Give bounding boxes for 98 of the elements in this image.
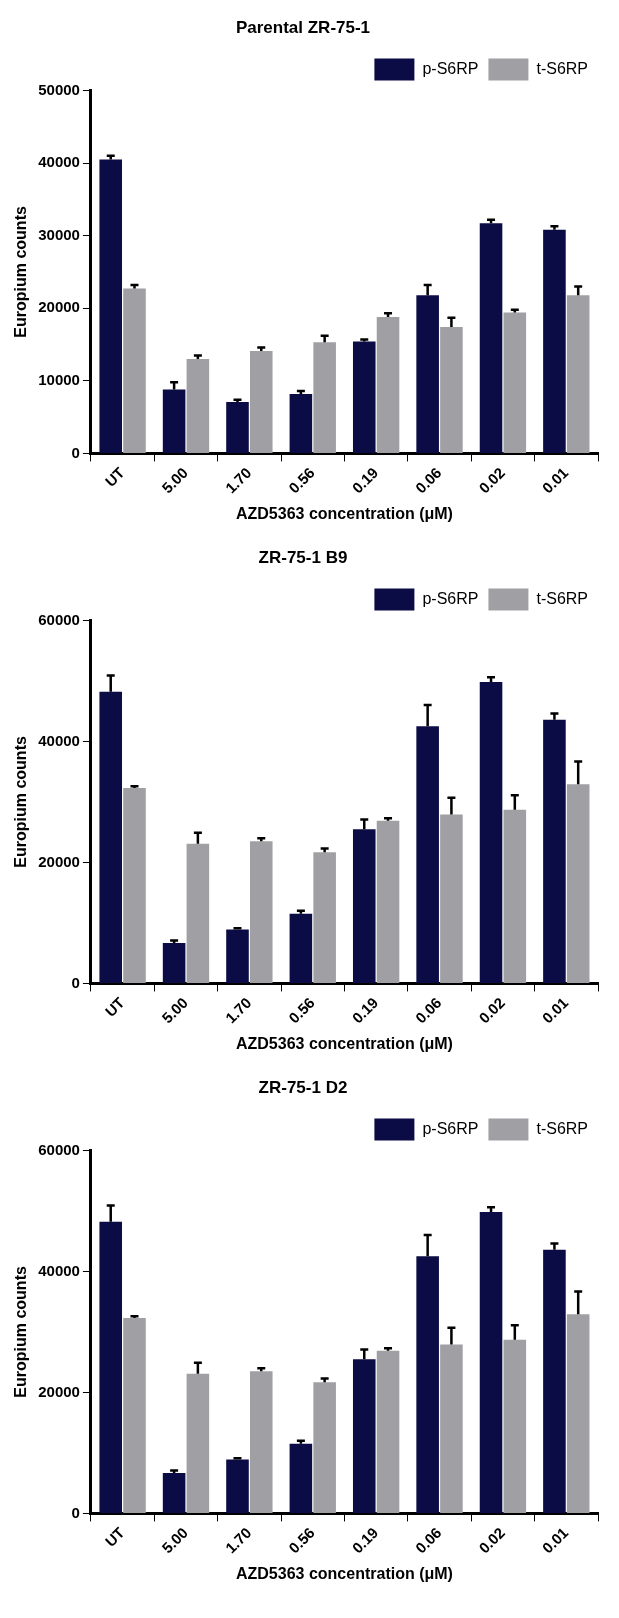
bar bbox=[440, 327, 463, 453]
x-tick-label: 0.06 bbox=[411, 463, 445, 497]
bar bbox=[566, 784, 590, 983]
bar bbox=[289, 913, 313, 983]
bar bbox=[123, 788, 146, 983]
x-tick-label: UT bbox=[101, 463, 128, 490]
legend-label: t-S6RP bbox=[536, 1119, 589, 1137]
bar bbox=[162, 389, 186, 453]
y-tick-label: 0 bbox=[71, 973, 80, 991]
y-tick-label: 20000 bbox=[38, 852, 80, 870]
y-tick-label: 0 bbox=[71, 443, 80, 461]
y-tick-label: 40000 bbox=[38, 153, 80, 171]
x-tick-label: 0.56 bbox=[285, 993, 318, 1027]
x-tick-label: 0.01 bbox=[538, 1523, 572, 1557]
x-tick-label: 0.02 bbox=[475, 993, 508, 1027]
legend-label: p-S6RP bbox=[422, 1119, 479, 1137]
chart-title: ZR-75-1 B9 bbox=[258, 547, 348, 567]
bar bbox=[249, 351, 273, 453]
y-tick-label: 40000 bbox=[38, 731, 80, 749]
bar bbox=[543, 719, 566, 983]
bar bbox=[186, 1373, 210, 1513]
bar bbox=[313, 342, 336, 453]
bar bbox=[503, 312, 527, 453]
bar bbox=[503, 809, 527, 983]
x-tick-label: 0.01 bbox=[538, 993, 572, 1027]
bar bbox=[416, 1256, 439, 1513]
x-axis-title: AZD5363 concentration (μM) bbox=[235, 1564, 453, 1582]
x-tick-label: 0.19 bbox=[348, 463, 382, 497]
x-tick-label: 5.00 bbox=[158, 993, 192, 1027]
y-tick-label: 30000 bbox=[38, 225, 80, 243]
bar bbox=[376, 820, 400, 983]
bar bbox=[99, 1221, 123, 1513]
y-tick-label: 60000 bbox=[38, 1140, 80, 1158]
x-tick-label: 0.02 bbox=[475, 1523, 508, 1557]
x-tick-label: 0.19 bbox=[348, 1523, 382, 1557]
bar bbox=[123, 288, 146, 453]
bar bbox=[440, 814, 463, 983]
bar bbox=[226, 929, 249, 983]
bar bbox=[123, 1318, 146, 1513]
x-tick-label: 0.19 bbox=[348, 993, 382, 1027]
bar bbox=[186, 359, 210, 453]
bar bbox=[416, 726, 439, 983]
x-tick-label: 0.06 bbox=[411, 1523, 445, 1557]
y-axis-title: Europium counts bbox=[12, 736, 30, 868]
bar bbox=[479, 1212, 503, 1513]
bar bbox=[543, 229, 566, 453]
chart-title: Parental ZR-75-1 bbox=[235, 17, 371, 37]
bar bbox=[186, 843, 210, 983]
y-axis-title: Europium counts bbox=[12, 206, 30, 338]
y-tick-label: 40000 bbox=[38, 1261, 80, 1279]
bar bbox=[352, 341, 376, 453]
bar bbox=[376, 316, 400, 453]
bar bbox=[226, 401, 249, 453]
bar bbox=[352, 1359, 376, 1513]
bar bbox=[289, 1443, 313, 1513]
x-tick-label: 0.06 bbox=[411, 993, 445, 1027]
legend-label: t-S6RP bbox=[536, 59, 589, 77]
bar bbox=[99, 159, 123, 453]
x-tick-label: UT bbox=[101, 1523, 128, 1550]
bar bbox=[313, 852, 336, 983]
bar bbox=[313, 1382, 336, 1513]
x-tick-label: 0.56 bbox=[285, 463, 318, 497]
x-tick-label: 5.00 bbox=[158, 463, 192, 497]
legend-label: t-S6RP bbox=[536, 589, 589, 607]
bar bbox=[566, 295, 590, 453]
bar bbox=[99, 691, 123, 983]
chart-title: ZR-75-1 D2 bbox=[258, 1077, 348, 1097]
bar bbox=[162, 942, 186, 983]
y-tick-label: 20000 bbox=[38, 298, 80, 316]
x-axis-title: AZD5363 concentration (μM) bbox=[235, 1034, 453, 1052]
y-tick-label: 0 bbox=[71, 1503, 80, 1521]
bar bbox=[226, 1459, 249, 1513]
legend-label: p-S6RP bbox=[422, 589, 479, 607]
bar bbox=[352, 829, 376, 983]
legend-label: p-S6RP bbox=[422, 59, 479, 77]
bar bbox=[162, 1472, 186, 1513]
bar bbox=[376, 1350, 400, 1513]
x-tick-label: 0.01 bbox=[538, 463, 572, 497]
y-axis-title: Europium counts bbox=[12, 1266, 30, 1398]
x-tick-label: 5.00 bbox=[158, 1523, 192, 1557]
y-tick-label: 50000 bbox=[38, 80, 80, 98]
y-tick-label: 20000 bbox=[38, 1382, 80, 1400]
y-tick-label: 10000 bbox=[38, 370, 80, 388]
bar bbox=[440, 1344, 463, 1513]
bar bbox=[479, 223, 503, 453]
x-tick-label: 0.56 bbox=[285, 1523, 318, 1557]
bar bbox=[289, 393, 313, 453]
y-tick-label: 60000 bbox=[38, 610, 80, 628]
bar bbox=[543, 1249, 566, 1513]
bar bbox=[479, 682, 503, 983]
bar bbox=[416, 295, 439, 453]
bar bbox=[249, 841, 273, 983]
bar bbox=[249, 1371, 273, 1513]
x-tick-label: UT bbox=[101, 993, 128, 1020]
x-axis-title: AZD5363 concentration (μM) bbox=[235, 504, 453, 522]
bar bbox=[503, 1339, 527, 1513]
bar bbox=[566, 1314, 590, 1513]
x-tick-label: 0.02 bbox=[475, 463, 508, 497]
